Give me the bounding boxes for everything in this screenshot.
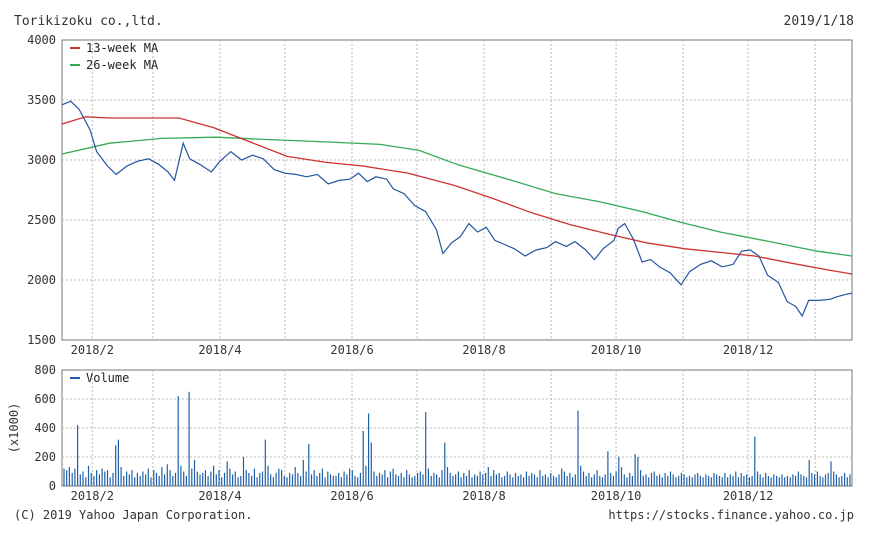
copyright-text: (C) 2019 Yahoo Japan Corporation.: [14, 508, 253, 522]
price-xtick-label: 2018/8: [462, 343, 505, 357]
legend-13-week-ma: 13-week MA: [86, 41, 159, 55]
volume-panel-frame: [61, 369, 853, 487]
volume-xtick-label: 2018/4: [198, 489, 241, 503]
price-xtick-label: 2018/12: [723, 343, 774, 357]
chart-date: 2019/1/18: [783, 14, 854, 29]
volume-panel-ytick-label: 800: [34, 363, 56, 377]
volume-panel-ytick-label: 400: [34, 421, 56, 435]
volume-xtick-label: 2018/6: [330, 489, 373, 503]
volume-xtick-label: 2018/12: [723, 489, 774, 503]
price-xtick-label: 2018/2: [71, 343, 114, 357]
volume-xtick-label: 2018/2: [71, 489, 114, 503]
volume-xtick-label: 2018/8: [462, 489, 505, 503]
volume-xtick-label: 2018/10: [591, 489, 642, 503]
price-panel-ytick-label: 2000: [27, 273, 56, 287]
volume-bars: [63, 391, 851, 486]
ma13-line: [61, 116, 853, 275]
source-link[interactable]: https://stocks.finance.yahoo.co.jp: [608, 508, 854, 522]
price-xtick-label: 2018/4: [198, 343, 241, 357]
legend-volume: Volume: [86, 371, 129, 385]
legend-26-week-ma: 26-week MA: [86, 58, 159, 72]
price-panel-ytick-label: 1500: [27, 333, 56, 347]
price-panel-ytick-label: 2500: [27, 213, 56, 227]
price-panel-frame: [61, 39, 853, 341]
price-panel-ytick-label: 4000: [27, 33, 56, 47]
company-name: Torikizoku co.,ltd.: [14, 14, 163, 29]
price-line: [61, 100, 853, 318]
price-panel-ytick-label: 3500: [27, 93, 56, 107]
ma26-line: [61, 136, 853, 257]
volume-unit-label: (x1000): [7, 403, 21, 454]
price-xtick-label: 2018/10: [591, 343, 642, 357]
price-panel-ytick-label: 3000: [27, 153, 56, 167]
volume-panel-ytick-label: 200: [34, 450, 56, 464]
volume-panel-ytick-label: 0: [49, 479, 56, 493]
volume-panel-ytick-label: 600: [34, 392, 56, 406]
price-xtick-label: 2018/6: [330, 343, 373, 357]
